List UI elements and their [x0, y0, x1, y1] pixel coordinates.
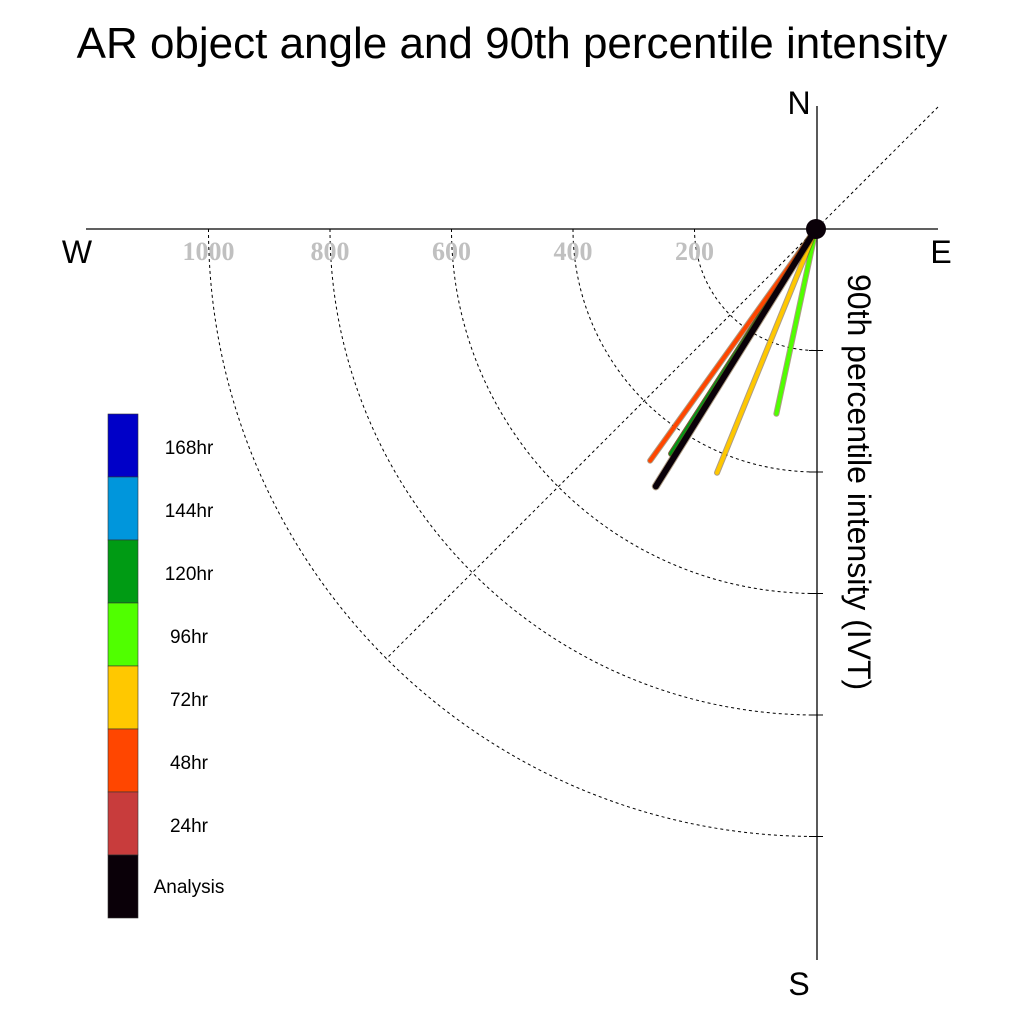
series-lines — [647, 225, 820, 491]
range-ring — [329, 228, 817, 716]
series-line-stroke — [715, 227, 818, 475]
legend-swatch — [107, 413, 139, 478]
compass-east: E — [930, 234, 951, 270]
series-line — [651, 225, 820, 491]
legend-label: 24hr — [170, 816, 209, 837]
legend-swatch — [107, 728, 139, 793]
chart-title: AR object angle and 90th percentile inte… — [77, 19, 948, 68]
legend-label: 120hr — [165, 564, 214, 585]
origin-marker — [806, 219, 826, 239]
radial-tick-labels: 1000 800 600 400 200 — [183, 237, 715, 266]
compass-north: N — [787, 85, 810, 121]
series-line-stroke — [774, 227, 818, 416]
range-ring — [572, 228, 817, 473]
legend-label: Analysis — [154, 877, 225, 898]
legend-swatch — [107, 854, 139, 919]
series-line-stroke — [652, 226, 819, 490]
compass-west: W — [62, 234, 93, 270]
radial-tick-label: 400 — [554, 237, 593, 266]
legend-label: 72hr — [170, 690, 209, 711]
legend-label: 144hr — [165, 501, 214, 522]
legend-label: 48hr — [170, 753, 209, 774]
series-line — [773, 226, 819, 417]
legend-swatch — [107, 791, 139, 856]
compass-south: S — [788, 966, 809, 1002]
range-ring — [451, 228, 817, 594]
series-line — [714, 226, 819, 476]
range-ring — [208, 228, 817, 837]
legend-label: 168hr — [165, 438, 214, 459]
legend-label: 96hr — [170, 627, 209, 648]
diagonal-guide-line — [385, 106, 939, 660]
legend: 168hr 144hr 120hr 96hr 72hr 48hr 24hr Analysis — [107, 413, 225, 919]
radial-axis-label: 90th percentile intensity (IVT) — [841, 274, 877, 690]
radial-tick-label: 600 — [432, 237, 471, 266]
radial-tick-label: 1000 — [183, 237, 235, 266]
radial-tick-label: 800 — [311, 237, 350, 266]
radial-tick-label: 200 — [675, 237, 714, 266]
legend-swatch — [107, 665, 139, 730]
polar-grid — [208, 228, 823, 837]
legend-swatch — [107, 539, 139, 604]
legend-swatch — [107, 602, 139, 667]
legend-swatch — [107, 476, 139, 541]
